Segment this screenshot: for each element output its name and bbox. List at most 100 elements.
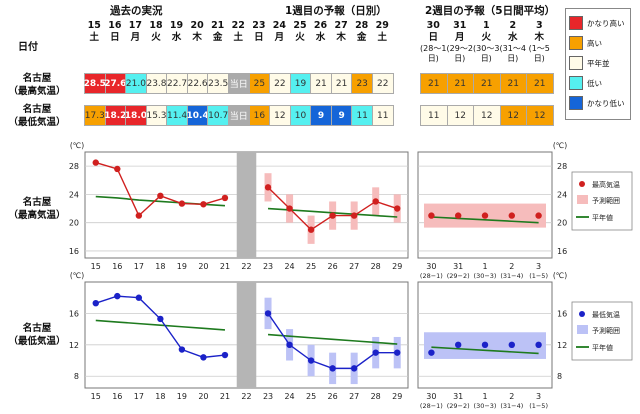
day-number: 24 (272, 20, 287, 31)
y-tick-label: 8 (557, 372, 562, 381)
legend-point-marker (579, 311, 585, 317)
chart-label-min-station: 名古屋 (22, 323, 52, 334)
chart-label-min: 名古屋 （最低気温） (6, 322, 68, 348)
y-tick-label: 20 (557, 219, 567, 228)
x-tick-label: 23 (263, 262, 273, 271)
day-weekday: 木 (192, 32, 202, 43)
max-temp-cell: 当日 (227, 73, 250, 94)
x-tick-label: 20 (198, 262, 208, 271)
x-tick-label: 30 (426, 262, 436, 271)
day-weekday: 日 (110, 32, 120, 43)
y-tick-label: 16 (69, 309, 79, 318)
normal-line-forecast (267, 333, 398, 345)
day-weekday: 金 (212, 32, 223, 43)
x-tick-label: 27 (349, 392, 359, 401)
table-legend: かなり高い 高い 平年並 低い かなり低い (565, 8, 631, 120)
week2-point (455, 212, 462, 219)
y-unit-label: (℃) (553, 141, 567, 150)
y-tick-label: 16 (69, 247, 79, 256)
week2-day-number: 31 (453, 20, 467, 31)
day-header: 20 木 (187, 20, 208, 44)
day-number: 28 (355, 20, 369, 31)
legend-label: かなり高い (587, 18, 625, 28)
week2-day-range: (31～4日) (499, 44, 526, 63)
y-tick-label: 24 (557, 190, 567, 199)
week2-header: 2 水 (31～4日) (500, 20, 527, 64)
day-weekday: 月 (274, 32, 285, 43)
legend-point-marker (579, 181, 585, 187)
x-tick-label: 29 (392, 262, 402, 271)
legend-swatch (569, 56, 583, 70)
x-tick-sublabel: (31−4) (500, 272, 523, 280)
observed-point (92, 159, 99, 166)
observed-point (157, 315, 164, 323)
day-number: 20 (190, 20, 204, 31)
min-temp-cell: 11 (371, 105, 394, 126)
chart-label-max: 名古屋 （最高気温） (6, 196, 68, 222)
x-tick-sublabel: (1−5) (529, 272, 548, 280)
x-tick-label: 26 (328, 392, 338, 401)
x-tick-label: 15 (91, 262, 101, 271)
row-label-min-station: 名古屋 (22, 104, 52, 115)
observed-point (135, 294, 143, 301)
x-tick-label: 22 (241, 262, 251, 271)
table-legend-item: 高い (569, 33, 627, 53)
forecast-point (329, 212, 336, 219)
legend-label: 低い (587, 78, 602, 88)
legend-range-marker (577, 195, 588, 204)
table-legend-item: 低い (569, 73, 627, 93)
x-tick-label: 25 (306, 392, 316, 401)
x-tick-sublabel: (29−2) (447, 402, 470, 410)
week2-min-cell: 12 (526, 105, 554, 126)
week2-point (481, 212, 489, 219)
legend-label: 最低気温 (592, 310, 620, 319)
forecast-point (264, 310, 272, 317)
chart-label-max-station: 名古屋 (22, 197, 52, 208)
y-tick-label: 12 (557, 341, 567, 350)
day-number: 19 (169, 20, 184, 31)
legend-label: 平年値 (592, 343, 613, 352)
day-weekday: 水 (171, 32, 182, 43)
week2-weekday: 火 (481, 32, 491, 43)
forecast-point (394, 349, 401, 356)
x-tick-label: 21 (220, 262, 230, 271)
x-tick-sublabel: (1−5) (529, 402, 548, 410)
x-tick-label: 29 (392, 392, 402, 401)
min-temp-cell: 9 (330, 105, 353, 126)
x-tick-label: 2 (509, 392, 514, 401)
observed-point (135, 212, 143, 219)
day-number: 26 (313, 20, 328, 31)
x-tick-sublabel: (31−4) (500, 402, 523, 410)
day-weekday: 土 (89, 32, 100, 43)
forecast-point (286, 205, 293, 212)
x-tick-sublabel: (30−3) (474, 402, 497, 410)
legend-range-marker (577, 325, 588, 334)
day-weekday: 水 (315, 32, 326, 43)
day-header: 24 月 (269, 20, 290, 44)
x-tick-label: 19 (177, 392, 187, 401)
week2-day-range: (30～3日) (473, 44, 500, 63)
x-tick-sublabel: (28−1) (420, 272, 443, 280)
day-header: 23 日 (249, 20, 270, 44)
week2-day-number: 2 (509, 20, 517, 31)
week2-day-range: (1～5日) (528, 44, 550, 63)
x-tick-sublabel: (28−1) (420, 402, 443, 410)
max-temp-cell: 21 (310, 73, 332, 94)
day-number: 16 (108, 20, 122, 31)
day-weekday: 月 (130, 32, 141, 43)
day-header: 29 土 (372, 20, 393, 44)
legend-swatch (569, 16, 583, 30)
legend-label: 平年並 (587, 58, 610, 68)
x-tick-label: 2 (509, 262, 514, 271)
x-tick-label: 15 (91, 392, 101, 401)
table-legend-item: 平年並 (569, 53, 627, 73)
x-tick-label: 3 (536, 262, 541, 271)
observed-point (221, 351, 229, 359)
y-unit-label: (℃) (553, 271, 567, 280)
day-number: 25 (293, 20, 307, 31)
week2-point (535, 341, 542, 349)
day-header: 22 土 (228, 20, 249, 44)
legend-label: 高い (587, 38, 602, 48)
day-number: 29 (375, 20, 389, 31)
day-weekday: 火 (151, 32, 161, 43)
